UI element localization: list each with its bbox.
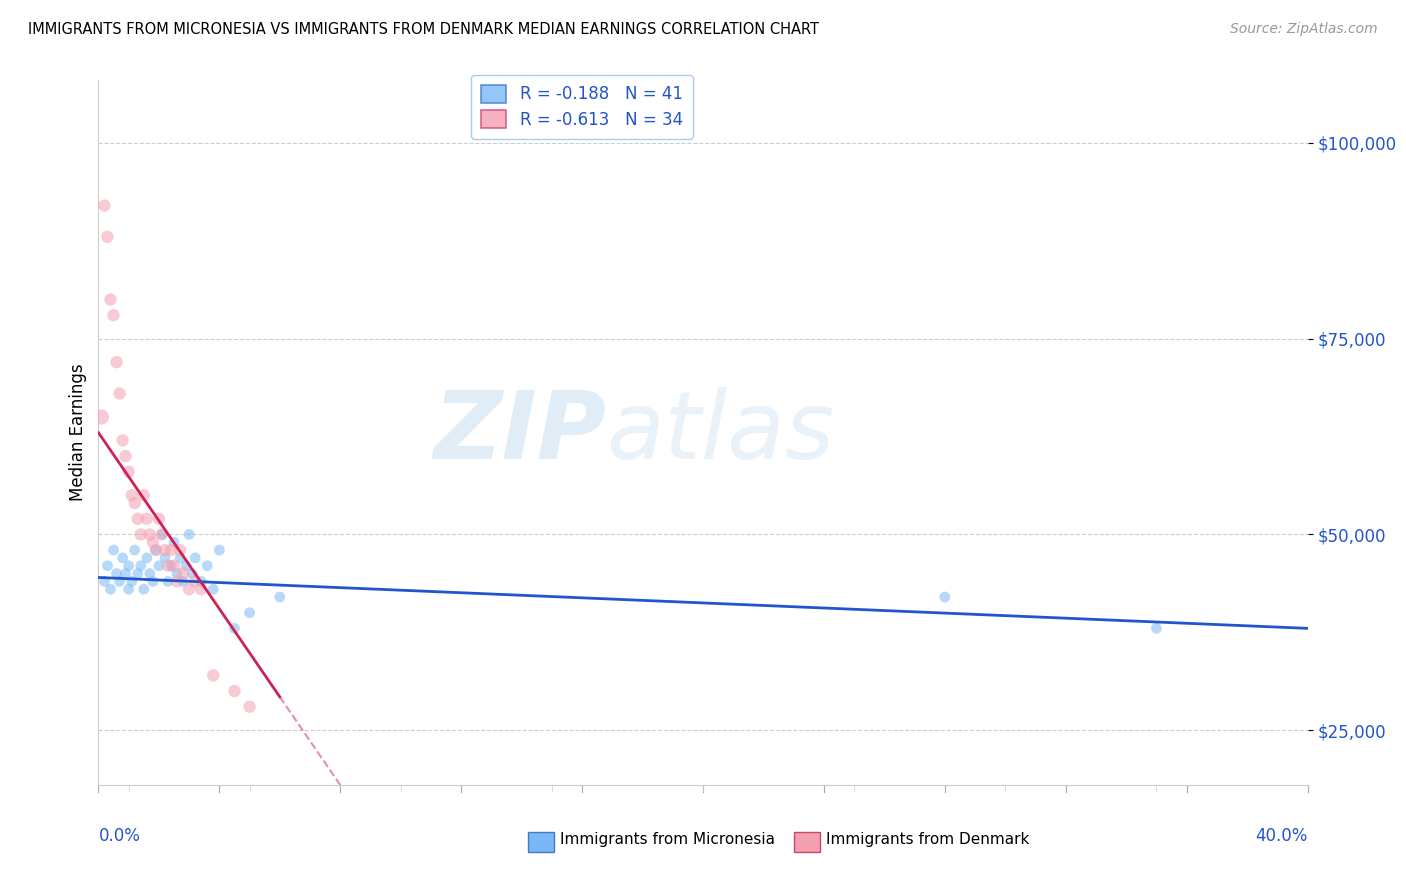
Point [179, 582, 201, 597]
Text: Immigrants from Micronesia: Immigrants from Micronesia [561, 832, 775, 847]
Point [114, 566, 136, 581]
Point [118, 558, 141, 573]
Point [93, 574, 115, 589]
Point [139, 566, 162, 581]
Text: atlas: atlas [606, 387, 835, 478]
Text: 40.0%: 40.0% [1256, 827, 1308, 846]
FancyBboxPatch shape [793, 832, 820, 852]
Point [108, 574, 131, 589]
Point [103, 308, 125, 322]
Point [224, 684, 246, 698]
Point [156, 574, 179, 589]
Point [150, 527, 173, 541]
Point [239, 699, 262, 714]
Point [124, 543, 146, 558]
Y-axis label: Median Earnings: Median Earnings [69, 364, 87, 501]
Point [132, 582, 155, 597]
Text: IMMIGRANTS FROM MICRONESIA VS IMMIGRANTS FROM DENMARK MEDIAN EARNINGS CORRELATIO: IMMIGRANTS FROM MICRONESIA VS IMMIGRANTS… [28, 22, 820, 37]
Point [150, 527, 173, 541]
FancyBboxPatch shape [527, 832, 554, 852]
Point [153, 550, 176, 565]
Point [148, 512, 170, 526]
Point [208, 543, 231, 558]
Point [105, 355, 128, 369]
Point [135, 550, 157, 565]
Point [105, 566, 128, 581]
Point [114, 449, 136, 463]
Point [127, 512, 149, 526]
Point [169, 543, 191, 558]
Point [239, 606, 262, 620]
Point [142, 574, 165, 589]
Point [184, 574, 207, 589]
Point [111, 550, 134, 565]
Point [139, 527, 162, 541]
Point [142, 535, 165, 549]
Point [124, 496, 146, 510]
Point [160, 543, 183, 558]
Point [1144, 621, 1167, 635]
Point [160, 558, 183, 573]
Point [224, 621, 246, 635]
Point [121, 574, 143, 589]
Point [100, 582, 122, 597]
Point [163, 558, 186, 573]
Point [90, 409, 112, 424]
Point [132, 488, 155, 502]
Text: 0.0%: 0.0% [98, 827, 141, 846]
Point [118, 582, 141, 597]
Text: ZIP: ZIP [433, 386, 606, 479]
Point [96, 558, 118, 573]
Point [172, 566, 194, 581]
Point [190, 582, 212, 597]
Point [111, 434, 134, 448]
Point [269, 590, 291, 604]
Point [100, 293, 122, 307]
Legend: R = -0.188   N = 41, R = -0.613   N = 34: R = -0.188 N = 41, R = -0.613 N = 34 [471, 75, 693, 138]
Point [148, 558, 170, 573]
Point [202, 668, 225, 682]
Point [169, 550, 191, 565]
Point [108, 386, 131, 401]
Point [129, 558, 152, 573]
Point [181, 566, 204, 581]
Point [129, 527, 152, 541]
Point [166, 566, 188, 581]
Point [103, 543, 125, 558]
Point [202, 582, 225, 597]
Text: Source: ZipAtlas.com: Source: ZipAtlas.com [1230, 22, 1378, 37]
Point [195, 558, 218, 573]
Point [163, 535, 186, 549]
Point [145, 543, 167, 558]
Point [93, 198, 115, 212]
Point [172, 574, 194, 589]
Point [135, 512, 157, 526]
Point [127, 566, 149, 581]
Point [96, 230, 118, 244]
Point [145, 543, 167, 558]
Text: Immigrants from Denmark: Immigrants from Denmark [827, 832, 1029, 847]
Point [174, 558, 197, 573]
Point [934, 590, 956, 604]
Point [118, 465, 141, 479]
Point [121, 488, 143, 502]
Point [179, 527, 201, 541]
Point [190, 574, 212, 589]
Point [156, 558, 179, 573]
Point [153, 543, 176, 558]
Point [166, 574, 188, 589]
Point [184, 550, 207, 565]
